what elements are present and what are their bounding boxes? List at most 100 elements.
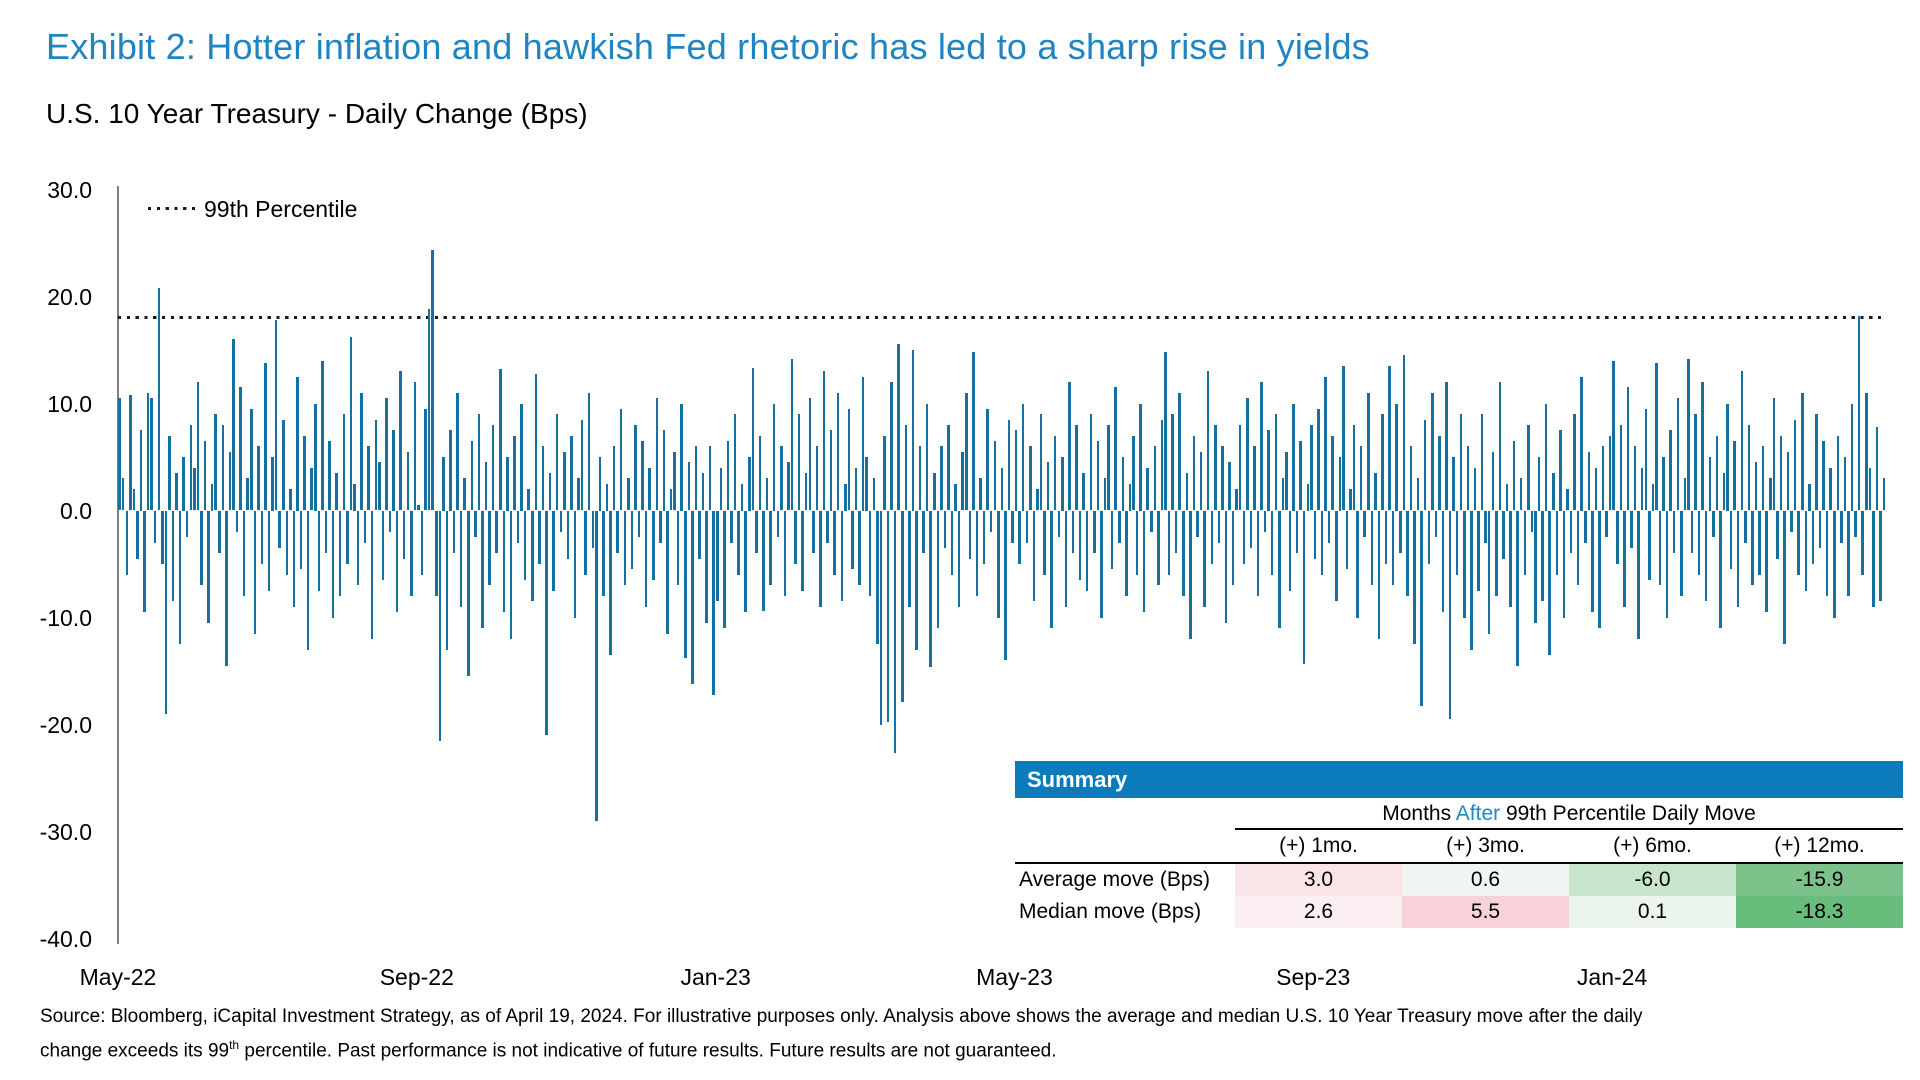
- bar: [324, 510, 328, 554]
- bar: [125, 510, 128, 575]
- bar: [1399, 510, 1402, 554]
- bar: [1445, 382, 1448, 511]
- bar: [1235, 489, 1238, 511]
- bar: [1484, 510, 1487, 543]
- bar: [1608, 435, 1612, 511]
- bar: [136, 510, 139, 559]
- bar: [1302, 510, 1306, 664]
- bar: [1598, 510, 1601, 629]
- x-tick-label: Jan-23: [680, 964, 751, 990]
- bar: [541, 446, 545, 511]
- bar: [1527, 424, 1530, 511]
- bar: [1356, 510, 1359, 618]
- footnote-line2-pre: change exceeds its 99: [40, 1040, 230, 1062]
- bar: [1171, 414, 1174, 511]
- bar: [691, 510, 694, 684]
- bar: [164, 510, 168, 714]
- bar: [150, 398, 153, 511]
- summary-value-cell: -18.3: [1736, 896, 1903, 928]
- bar: [1487, 510, 1491, 634]
- bar: [292, 510, 296, 607]
- bar: [1242, 510, 1246, 564]
- bar: [1402, 355, 1406, 511]
- bar: [185, 510, 189, 538]
- y-tick-label: 20.0: [47, 283, 92, 310]
- bar: [303, 435, 306, 511]
- bar: [1053, 435, 1057, 511]
- x-tick-label: Sep-22: [379, 964, 454, 990]
- bar: [819, 510, 822, 607]
- bar: [353, 483, 356, 511]
- bar: [495, 510, 498, 554]
- bar: [730, 510, 733, 543]
- bar: [1039, 414, 1043, 511]
- bar: [776, 510, 779, 538]
- y-tick-label: -10.0: [39, 604, 92, 631]
- bar: [1391, 510, 1395, 586]
- bar: [1491, 451, 1495, 511]
- bar: [1068, 382, 1071, 511]
- y-axis-line: [117, 186, 119, 944]
- bar: [883, 435, 886, 511]
- bar: [1633, 446, 1637, 511]
- bar: [641, 440, 644, 511]
- bar: [1566, 489, 1569, 511]
- bar: [367, 446, 370, 511]
- bar: [822, 371, 826, 511]
- y-tick-label: 10.0: [47, 390, 92, 417]
- bar: [726, 440, 730, 511]
- bar: [1157, 510, 1160, 586]
- summary-column-header-row: (+) 1mo. (+) 3mo. (+) 6mo. (+) 12mo.: [1015, 830, 1903, 864]
- bar: [769, 510, 772, 586]
- bar: [1327, 510, 1331, 543]
- bar: [1142, 510, 1146, 613]
- bar: [470, 440, 474, 511]
- bar: [708, 446, 712, 511]
- bar: [723, 510, 726, 629]
- bar: [1317, 408, 1320, 511]
- bar: [1687, 358, 1690, 511]
- bar: [449, 430, 452, 511]
- bar: [427, 309, 431, 511]
- bar: [943, 510, 947, 548]
- bar: [1064, 510, 1068, 607]
- bar: [1701, 382, 1704, 511]
- bar: [1206, 371, 1210, 511]
- bar: [1783, 510, 1786, 645]
- bar: [1477, 510, 1480, 591]
- bar: [534, 373, 538, 511]
- bar: [566, 510, 570, 559]
- bar: [876, 510, 879, 645]
- bar: [346, 510, 349, 564]
- bar: [968, 510, 972, 559]
- bar: [1214, 424, 1217, 511]
- bar: [1431, 392, 1434, 511]
- bar: [1438, 435, 1441, 511]
- bar: [331, 510, 335, 618]
- bar: [751, 368, 755, 511]
- bar: [609, 510, 612, 655]
- bar: [1238, 424, 1242, 511]
- bar: [157, 287, 161, 511]
- bar: [1637, 510, 1640, 639]
- bar: [168, 435, 171, 511]
- bar: [271, 457, 274, 511]
- summary-caption-row: Months After 99th Percentile Daily Move: [1015, 798, 1903, 830]
- bar: [1423, 419, 1427, 511]
- bar: [1221, 446, 1224, 511]
- summary-table-title-bar: Summary: [1015, 761, 1903, 798]
- bar: [637, 510, 641, 538]
- bar: [1861, 510, 1864, 575]
- bar: [203, 440, 207, 511]
- bar: [1562, 510, 1566, 618]
- bar: [491, 424, 495, 511]
- bar: [1452, 457, 1455, 511]
- bar: [804, 473, 808, 511]
- bar: [1843, 457, 1847, 511]
- bar: [200, 510, 203, 586]
- bar: [901, 510, 904, 703]
- bar: [474, 510, 477, 538]
- bar: [1153, 446, 1157, 511]
- bar: [1082, 473, 1085, 511]
